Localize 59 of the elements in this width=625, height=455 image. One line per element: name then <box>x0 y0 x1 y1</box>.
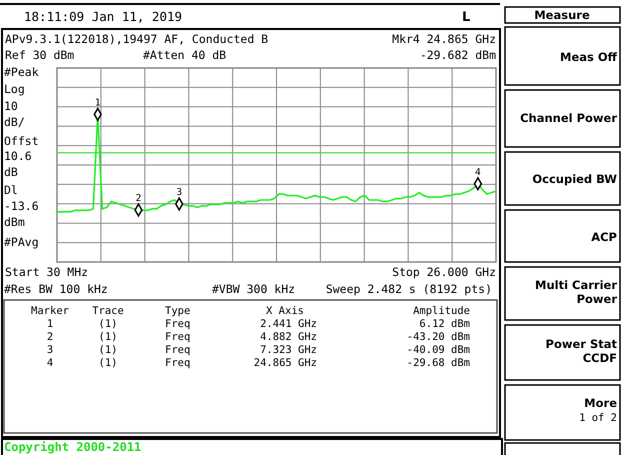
annotation: 2 <box>136 193 142 204</box>
text: More 1 of 2 <box>579 396 618 424</box>
annotation: 1 <box>94 97 101 108</box>
text: Mkr4 24.865 GHz <box>392 32 496 46</box>
annotation: 3 <box>176 186 182 198</box>
text: #PAvg <box>4 235 39 249</box>
text: Dl -13.6 dBm <box>4 183 39 229</box>
text: Freq <box>165 331 190 343</box>
text: dB <box>4 165 18 179</box>
text: ACP <box>591 230 617 244</box>
text: 2 <box>46 331 54 343</box>
text: Channel Power <box>520 111 618 125</box>
text: Amplitude <box>413 305 470 317</box>
text: #Peak <box>4 65 39 79</box>
text: 4 <box>46 357 54 369</box>
text: X Axis <box>266 305 304 317</box>
text: (1) <box>98 357 118 369</box>
annotation: 4 <box>475 166 482 178</box>
text: Meas Off <box>560 50 618 64</box>
text: 1 <box>46 318 54 330</box>
text: 4.882 GHz <box>260 331 317 343</box>
text: (1) <box>98 318 118 330</box>
text: 18:11:09 Jan 11, 2019 <box>24 9 182 24</box>
text: dB/ <box>4 115 25 129</box>
text: 3 <box>46 344 54 356</box>
text: Freq <box>165 318 190 330</box>
text: Log <box>4 82 25 96</box>
text: -29.682 dBm <box>420 48 496 62</box>
text: (1) <box>98 344 118 356</box>
text: Start 30 MHz <box>5 265 88 279</box>
text: L <box>462 10 470 25</box>
text: -29.68 dBm <box>406 357 470 369</box>
text: Copyright 2000-2011 <box>4 440 142 454</box>
text: APv9.3.1(122018),19497 AF, Conducted B <box>5 32 268 46</box>
text: Occupied BW <box>532 172 618 186</box>
text: Measure <box>534 8 590 22</box>
text: Multi Carrier Power <box>535 278 618 306</box>
text: #Atten 40 dB <box>143 48 226 62</box>
text: 24.865 GHz <box>254 357 317 369</box>
text: Offst <box>4 134 39 148</box>
text: 10.6 <box>4 149 32 163</box>
text: 10 <box>4 99 18 113</box>
text: Type <box>165 305 190 317</box>
text: Trace <box>92 305 124 317</box>
text: Freq <box>165 344 190 356</box>
text: Marker <box>31 305 69 317</box>
text: 7.323 GHz <box>260 344 317 356</box>
text: -43.20 dBm <box>406 331 470 343</box>
text: #Res BW 100 kHz <box>4 282 108 296</box>
text: (1) <box>98 331 118 343</box>
text: 2.441 GHz <box>260 318 317 330</box>
text: #VBW 300 kHz <box>212 282 296 296</box>
text: Power Stat CCDF <box>546 337 618 365</box>
text: Ref 30 dBm <box>5 48 74 62</box>
text: Stop 26.000 GHz <box>392 265 496 279</box>
text: Freq <box>165 357 190 369</box>
text: Sweep 2.482 s (8192 pts) <box>326 282 492 296</box>
text: 6.12 dBm <box>419 318 470 330</box>
text: -40.09 dBm <box>406 344 470 356</box>
